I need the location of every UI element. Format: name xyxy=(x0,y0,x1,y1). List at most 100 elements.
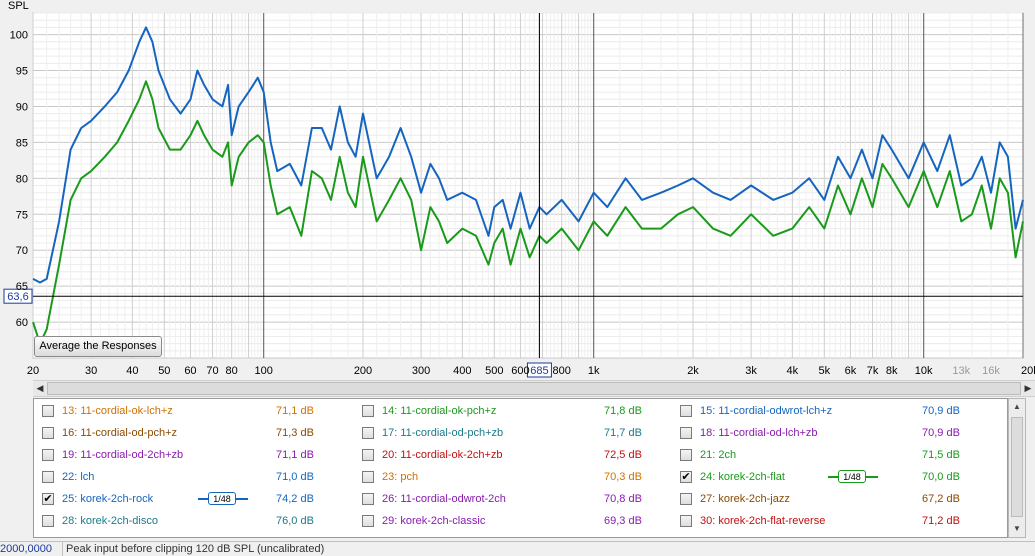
legend-label: 22: lch xyxy=(62,471,95,483)
legend-checkbox[interactable] xyxy=(362,427,374,439)
legend-label: 17: 11-cordial-od-pch+zb xyxy=(382,427,504,439)
legend-checkbox[interactable] xyxy=(42,471,54,483)
legend-item[interactable]: 17: 11-cordial-od-pch+zb 71,7 dB xyxy=(362,423,672,443)
legend-item[interactable]: 26: 11-cordial-odwrot-2ch 70,8 dB xyxy=(362,489,672,509)
legend-label: 21: 2ch xyxy=(700,449,737,461)
x-tick-label: 10k xyxy=(915,365,933,377)
average-responses-button[interactable]: Average the Responses xyxy=(34,336,162,357)
legend-label: 30: korek-2ch-flat-reverse xyxy=(700,515,826,527)
legend-item[interactable]: ✔ 25: korek-2ch-rock 1/48 74,2 dB xyxy=(42,489,352,509)
legend-item[interactable]: 22: lch 71,0 dB xyxy=(42,467,352,487)
legend-value: 71,8 dB xyxy=(604,405,642,417)
legend-checkbox[interactable] xyxy=(362,493,374,505)
status-bar: 2000,0000 Peak input before clipping 120… xyxy=(0,541,1035,556)
legend-checkbox[interactable] xyxy=(362,515,374,527)
legend-item[interactable]: 27: korek-2ch-jazz 67,2 dB xyxy=(680,489,990,509)
series-line xyxy=(32,26,1024,284)
legend-value: 70,3 dB xyxy=(604,471,642,483)
legend-checkbox[interactable] xyxy=(680,449,692,461)
legend-value: 71,2 dB xyxy=(922,515,960,527)
legend-item[interactable]: 13: 11-cordial-ok-lch+z 71,1 dB xyxy=(42,401,352,421)
legend-value: 71,3 dB xyxy=(276,427,314,439)
x-tick-label: 60 xyxy=(184,365,196,377)
legend-value: 70,9 dB xyxy=(922,427,960,439)
legend-checkbox[interactable]: ✔ xyxy=(680,471,692,483)
legend-checkbox[interactable] xyxy=(362,471,374,483)
y-tick-label: 90 xyxy=(16,101,28,113)
series-group xyxy=(32,26,1024,345)
x-tick-label: 600 xyxy=(511,365,529,377)
vertical-scroll-thumb[interactable] xyxy=(1011,417,1023,517)
legend-value: 70,0 dB xyxy=(922,471,960,483)
legend-value: 71,0 dB xyxy=(276,471,314,483)
legend-item[interactable]: 20: 11-cordial-ok-2ch+zb 72,5 dB xyxy=(362,445,672,465)
legend-label: 27: korek-2ch-jazz xyxy=(700,493,790,505)
x-tick-label: 3k xyxy=(745,365,757,377)
legend-item[interactable]: 14: 11-cordial-ok-pch+z 71,8 dB xyxy=(362,401,672,421)
legend-label: 23: pch xyxy=(382,471,419,483)
cursor-group[interactable]: 685 63,6 xyxy=(3,13,1023,378)
legend-label: 20: 11-cordial-ok-2ch+zb xyxy=(382,449,503,461)
legend-item[interactable]: 30: korek-2ch-flat-reverse 71,2 dB xyxy=(680,511,990,531)
scroll-down-arrow-icon[interactable]: ▼ xyxy=(1013,524,1021,533)
x-tick-label: 2k xyxy=(687,365,699,377)
legend-item[interactable]: 18: 11-cordial-od-lch+zb 70,9 dB xyxy=(680,423,990,443)
legend-label: 29: korek-2ch-classic xyxy=(382,515,486,527)
x-tick-label: 80 xyxy=(226,365,238,377)
legend-value: 67,2 dB xyxy=(922,493,960,505)
y-tick-label: 95 xyxy=(16,66,28,78)
legend-label: 19: 11-cordial-od-2ch+zb xyxy=(62,449,184,461)
x-tick-label: 200 xyxy=(354,365,372,377)
legend-label: 26: 11-cordial-odwrot-2ch xyxy=(382,493,506,505)
legend-item[interactable]: 21: 2ch 71,5 dB xyxy=(680,445,990,465)
legend-checkbox[interactable] xyxy=(362,405,374,417)
legend-checkbox[interactable] xyxy=(680,405,692,417)
legend-checkbox[interactable] xyxy=(42,427,54,439)
legend-checkbox[interactable] xyxy=(42,515,54,527)
legend-checkbox[interactable] xyxy=(680,515,692,527)
x-tick-label: 500 xyxy=(485,365,503,377)
x-tick-label: 6k xyxy=(845,365,857,377)
x-tick-label: 30 xyxy=(85,365,97,377)
legend-value: 71,5 dB xyxy=(922,449,960,461)
horizontal-scrollbar[interactable]: ◀ ▶ xyxy=(33,380,1035,397)
legend-item[interactable]: 23: pch 70,3 dB xyxy=(362,467,672,487)
horizontal-scroll-thumb[interactable] xyxy=(47,382,1021,395)
legend-item[interactable]: 16: 11-cordial-od-pch+z 71,3 dB xyxy=(42,423,352,443)
legend-checkbox[interactable] xyxy=(680,493,692,505)
scroll-up-arrow-icon[interactable]: ▲ xyxy=(1013,402,1021,411)
status-message: Peak input before clipping 120 dB SPL (u… xyxy=(66,543,325,555)
cursor-x-readout-box[interactable] xyxy=(526,362,552,378)
x-tick-label: 300 xyxy=(412,365,430,377)
cursor-y-readout[interactable]: 63,6 xyxy=(7,291,28,303)
legend-checkbox[interactable]: ✔ xyxy=(42,493,54,505)
legend-item[interactable]: 15: 11-cordial-odwrot-lch+z 70,9 dB xyxy=(680,401,990,421)
legend-value: 70,9 dB xyxy=(922,405,960,417)
legend-label: 24: korek-2ch-flat xyxy=(700,471,785,483)
vertical-scrollbar[interactable]: ▲ ▼ xyxy=(1008,398,1026,538)
legend-checkbox[interactable] xyxy=(42,449,54,461)
x-tick-label: 40 xyxy=(126,365,138,377)
legend-item[interactable]: 29: korek-2ch-classic 69,3 dB xyxy=(362,511,672,531)
legend-value: 71,1 dB xyxy=(276,449,314,461)
x-tick-label: 8k xyxy=(886,365,898,377)
legend-value: 69,3 dB xyxy=(604,515,642,527)
legend-item[interactable]: 19: 11-cordial-od-2ch+zb 71,1 dB xyxy=(42,445,352,465)
cursor-y-readout-box[interactable] xyxy=(3,288,33,304)
cursor-x-readout[interactable]: 685 xyxy=(530,365,548,377)
legend-item[interactable]: 28: korek-2ch-disco 76,0 dB xyxy=(42,511,352,531)
legend-checkbox[interactable] xyxy=(42,405,54,417)
scroll-right-arrow-icon[interactable]: ▶ xyxy=(1024,383,1032,393)
smoothing-badge[interactable]: 1/48 xyxy=(208,492,236,505)
legend-item[interactable]: ✔ 24: korek-2ch-flat 1/48 70,0 dB xyxy=(680,467,990,487)
y-tick-label: 80 xyxy=(16,173,28,185)
x-tick-label: 100 xyxy=(254,365,272,377)
scroll-left-arrow-icon[interactable]: ◀ xyxy=(36,383,44,393)
legend-checkbox[interactable] xyxy=(680,427,692,439)
x-tick-label: 1k xyxy=(588,365,600,377)
legend-checkbox[interactable] xyxy=(362,449,374,461)
legend-value: 74,2 dB xyxy=(276,493,314,505)
smoothing-badge[interactable]: 1/48 xyxy=(838,470,866,483)
x-tick-label: 70 xyxy=(206,365,218,377)
